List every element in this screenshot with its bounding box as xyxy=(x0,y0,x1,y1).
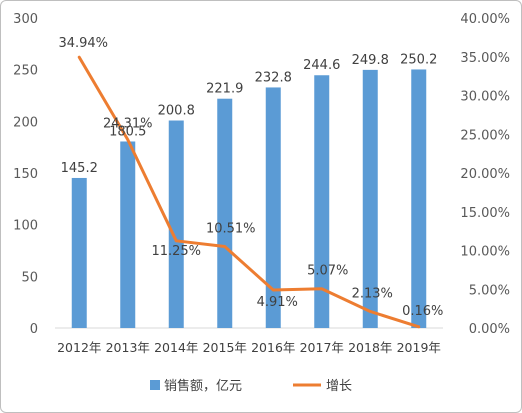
growth-line xyxy=(77,55,421,329)
line-value-label: 2.13% xyxy=(352,286,393,301)
left-axis-ticks: 0 50 100 150 200 250 300 xyxy=(13,12,38,337)
bar xyxy=(314,75,330,328)
right-tick-label: 20.00% xyxy=(460,167,510,182)
x-tick-label: 2019年 xyxy=(397,340,441,355)
x-tick-label: 2012年 xyxy=(57,340,101,355)
bar-value-label: 180.5 xyxy=(109,124,146,139)
x-tick-label: 2013年 xyxy=(106,340,150,355)
legend-bar-label: 销售额，亿元 xyxy=(164,378,242,394)
right-axis-ticks: 0.00% 5.00% 10.00% 15.00% 20.00% 25.00% 30.00%… xyxy=(460,12,510,337)
right-tick-label: 40.00% xyxy=(460,12,510,27)
line-data-labels: 34.94% 24.31% 11.25% 10.51% 4.91% 5.07% 2.13% 0… xyxy=(58,36,443,319)
left-tick-label: 200 xyxy=(13,115,38,130)
bar-value-label: 200.8 xyxy=(158,104,195,119)
right-tick-label: 10.00% xyxy=(460,245,510,260)
left-tick-label: 100 xyxy=(13,219,38,234)
line-value-label: 4.91% xyxy=(257,295,298,310)
legend: 销售额，亿元 增长 xyxy=(150,378,352,394)
right-tick-label: 15.00% xyxy=(460,206,510,221)
right-tick-label: 25.00% xyxy=(460,128,510,143)
legend-line-label: 增长 xyxy=(326,379,352,394)
right-tick-label: 0.00% xyxy=(469,322,510,337)
right-tick-label: 35.00% xyxy=(460,51,510,66)
bar-value-label: 250.2 xyxy=(400,52,437,67)
right-tick-label: 30.00% xyxy=(460,90,510,105)
line-value-label: 24.31% xyxy=(103,117,153,132)
bar-value-label: 244.6 xyxy=(303,58,340,73)
legend-bar-swatch xyxy=(150,380,160,390)
bar xyxy=(217,98,233,328)
bar xyxy=(71,177,87,328)
line-value-label: 10.51% xyxy=(206,222,256,237)
line-value-label: 0.16% xyxy=(402,304,443,319)
line-series xyxy=(77,55,421,329)
line-value-label: 34.94% xyxy=(58,36,108,51)
bar-value-label: 221.9 xyxy=(206,82,243,97)
bar xyxy=(120,141,136,328)
bar-series xyxy=(71,69,427,329)
x-tick-label: 2015年 xyxy=(203,340,247,355)
left-tick-label: 0 xyxy=(30,322,38,337)
line-value-label: 5.07% xyxy=(307,264,348,279)
left-tick-label: 300 xyxy=(13,12,38,27)
bar xyxy=(411,69,427,329)
x-tick-label: 2018年 xyxy=(348,340,392,355)
x-tick-label: 2017年 xyxy=(300,340,344,355)
x-tick-label: 2016年 xyxy=(251,340,295,355)
bar-value-label: 145.2 xyxy=(61,161,98,176)
line-value-label: 11.25% xyxy=(151,244,201,259)
bar-value-label: 232.8 xyxy=(255,70,292,85)
left-tick-label: 50 xyxy=(21,270,38,285)
left-tick-label: 150 xyxy=(13,167,38,182)
bar xyxy=(265,87,281,328)
x-tick-label: 2014年 xyxy=(154,340,198,355)
bar xyxy=(168,120,184,328)
bar-value-label: 249.8 xyxy=(352,53,389,68)
right-tick-label: 5.00% xyxy=(469,283,510,298)
x-axis-ticks: 2012年 2013年 2014年 2015年 2016年 2017年 2018年 2019年 xyxy=(57,340,441,355)
bar-data-labels: 145.2 180.5 200.8 221.9 232.8 244.6 249.8 250.2 xyxy=(61,52,438,176)
bar xyxy=(362,69,378,328)
left-tick-label: 250 xyxy=(13,64,38,79)
